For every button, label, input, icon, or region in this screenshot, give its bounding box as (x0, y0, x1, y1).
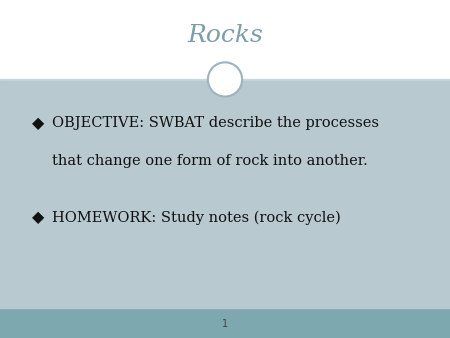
Text: HOMEWORK: Study notes (rock cycle): HOMEWORK: Study notes (rock cycle) (52, 211, 341, 225)
Text: that change one form of rock into another.: that change one form of rock into anothe… (52, 153, 368, 168)
Text: OBJECTIVE: SWBAT describe the processes: OBJECTIVE: SWBAT describe the processes (52, 116, 379, 130)
Text: ◆: ◆ (32, 115, 44, 132)
Text: 1: 1 (222, 319, 228, 329)
Bar (0, 308, 450, 338)
Bar (0, 79, 450, 308)
Text: ◆: ◆ (32, 210, 44, 226)
Bar (0, 0, 450, 79)
Text: Rocks: Rocks (187, 24, 263, 47)
Ellipse shape (208, 62, 242, 97)
